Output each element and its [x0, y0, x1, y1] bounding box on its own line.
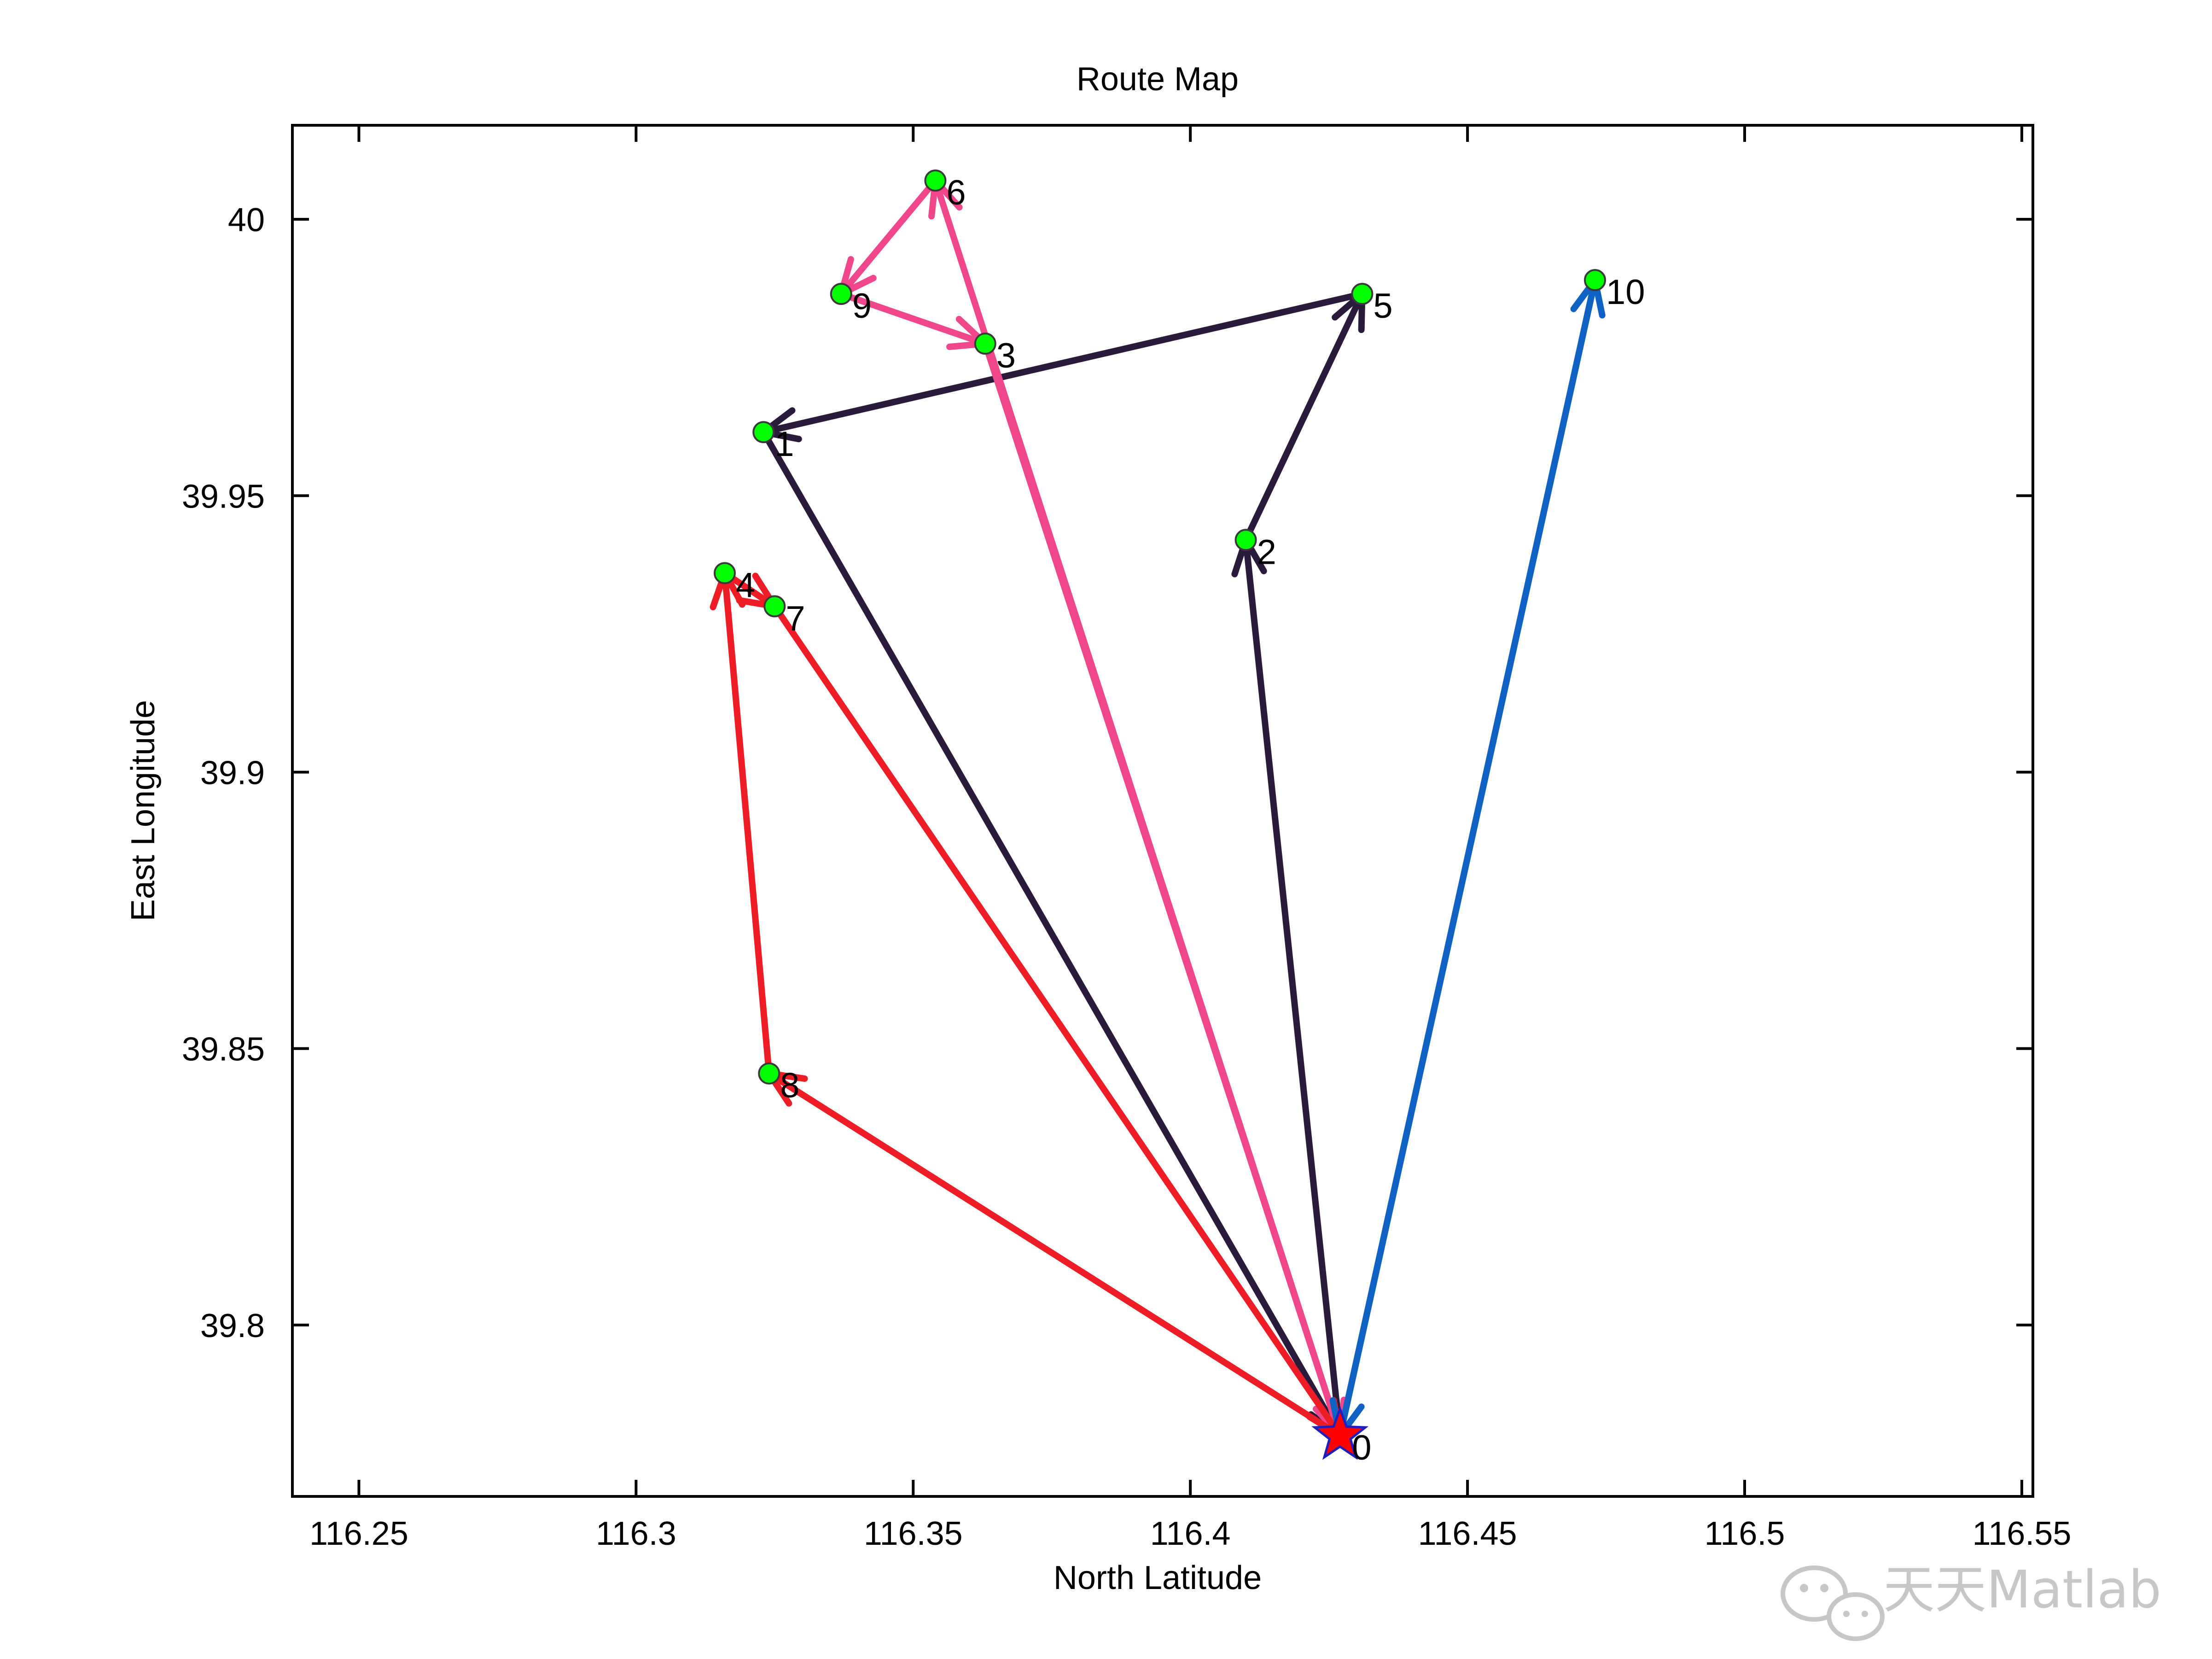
wechat-icon: [1781, 1566, 1885, 1641]
plot-area-frame: [291, 124, 2034, 1498]
x-tick-label: 116.45: [1418, 1515, 1517, 1552]
watermark-text: 天天Matlab: [1883, 1560, 2161, 1620]
x-tick-labels: 116.25 116.3 116.35 116.4 116.45 116.5 116.55: [309, 1515, 2071, 1552]
x-tick-label: 116.5: [1705, 1515, 1785, 1552]
route-2: [838, 177, 1347, 1439]
y-tick-label: 39.9: [200, 754, 265, 791]
watermark: 天天Matlab: [1781, 1560, 2161, 1641]
route-segment: [771, 603, 1344, 1439]
x-tick-label: 116.25: [309, 1515, 408, 1552]
customer-point-5: [1351, 283, 1374, 305]
point-label-8: 8: [780, 1066, 799, 1105]
route-1: [760, 291, 1366, 1439]
x-tick-label: 116.3: [596, 1515, 676, 1552]
customer-point-2: [1234, 529, 1257, 551]
point-label-4: 4: [736, 566, 755, 605]
route-segment: [721, 570, 773, 1077]
axis-ticks: [292, 125, 2033, 1496]
x-tick-label: 116.4: [1150, 1515, 1231, 1552]
route-segment: [1337, 277, 1598, 1439]
point-label-5: 5: [1373, 286, 1392, 326]
depot-marker-group: 0: [1311, 1405, 1372, 1467]
y-tick-label: 39.85: [182, 1031, 265, 1068]
depot-star-marker: [1311, 1405, 1369, 1460]
route-segment: [1242, 291, 1366, 543]
customer-point-6: [924, 169, 947, 192]
point-label-10: 10: [1606, 273, 1645, 312]
x-axis-label: North Latitude: [1054, 1560, 1262, 1596]
y-tick-label: 39.95: [182, 478, 265, 515]
route-segment: [838, 177, 939, 298]
depot-label: 0: [1352, 1428, 1371, 1467]
y-tick-label: 40: [228, 202, 265, 239]
route-segment: [1242, 537, 1344, 1439]
chart-title: Route Map: [1077, 61, 1239, 98]
customer-point-8: [758, 1062, 780, 1085]
route-segment: [760, 291, 1366, 436]
y-tick-label: 39.8: [200, 1308, 265, 1344]
route-segment: [760, 429, 1344, 1439]
customer-point-9: [830, 283, 852, 305]
y-axis-label: East Longitude: [125, 700, 162, 921]
y-tick-labels: 39.8 39.85 39.9 39.95 40: [182, 202, 265, 1344]
route-segment: [766, 1070, 1344, 1439]
point-label-6: 6: [946, 173, 966, 212]
customer-points: [713, 169, 1606, 1085]
customer-point-4: [713, 562, 736, 584]
customer-point-10: [1583, 269, 1606, 292]
route-segment: [982, 340, 1344, 1439]
point-label-7: 7: [786, 599, 805, 638]
point-label-1: 1: [774, 425, 794, 464]
point-label-2: 2: [1257, 532, 1276, 572]
x-tick-label: 116.35: [864, 1515, 963, 1552]
route-segment: [838, 291, 989, 347]
point-label-9: 9: [852, 286, 872, 326]
point-label-3: 3: [996, 336, 1016, 375]
customer-point-1: [752, 421, 775, 444]
point-labels: 1 2 3 4 5 6 7 8 9 10: [736, 173, 1645, 1105]
customer-point-7: [763, 595, 786, 618]
x-tick-label: 116.55: [1972, 1515, 2071, 1552]
customer-point-3: [974, 333, 996, 355]
